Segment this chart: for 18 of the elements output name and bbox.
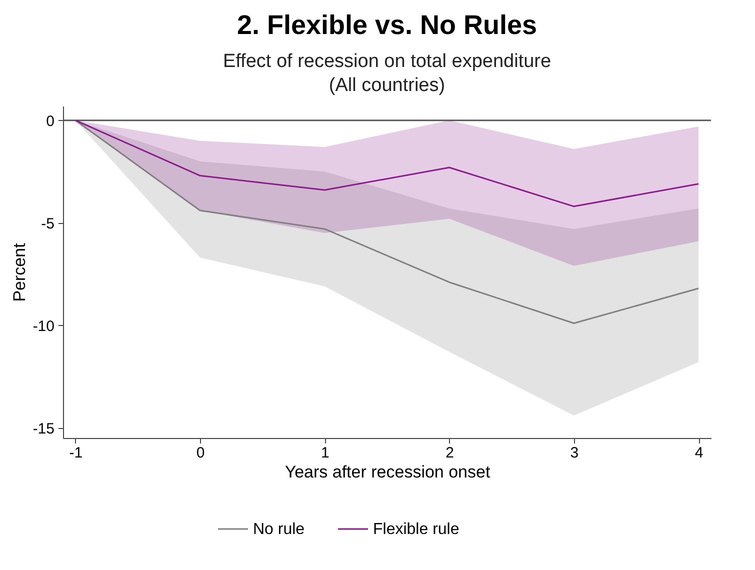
x-tick-label: 2: [446, 444, 454, 462]
chart-subtitle: Effect of recession on total expenditure (All countries): [222, 51, 552, 96]
x-tick-label: -1: [69, 444, 83, 462]
x-tick-label: 1: [321, 444, 330, 462]
legend-label: No rule: [253, 521, 305, 538]
y-tick-label: -10: [32, 318, 54, 335]
line-series: [74, 120, 700, 324]
line-series: [74, 120, 700, 208]
y-tick-label: -5: [41, 215, 54, 232]
y-tick-label: 0: [46, 112, 54, 130]
y-tick-label: -15: [32, 420, 54, 438]
x-axis-title: Years after recession onset: [284, 462, 490, 482]
y-axis-title: Percent: [10, 242, 29, 302]
chart-title: 2. Flexible vs. No Rules: [236, 10, 538, 40]
x-tick-label: 0: [196, 444, 205, 462]
x-tick-label: 4: [694, 444, 704, 462]
legend-label: Flexible rule: [373, 521, 460, 538]
x-tick-label: 3: [570, 444, 579, 462]
